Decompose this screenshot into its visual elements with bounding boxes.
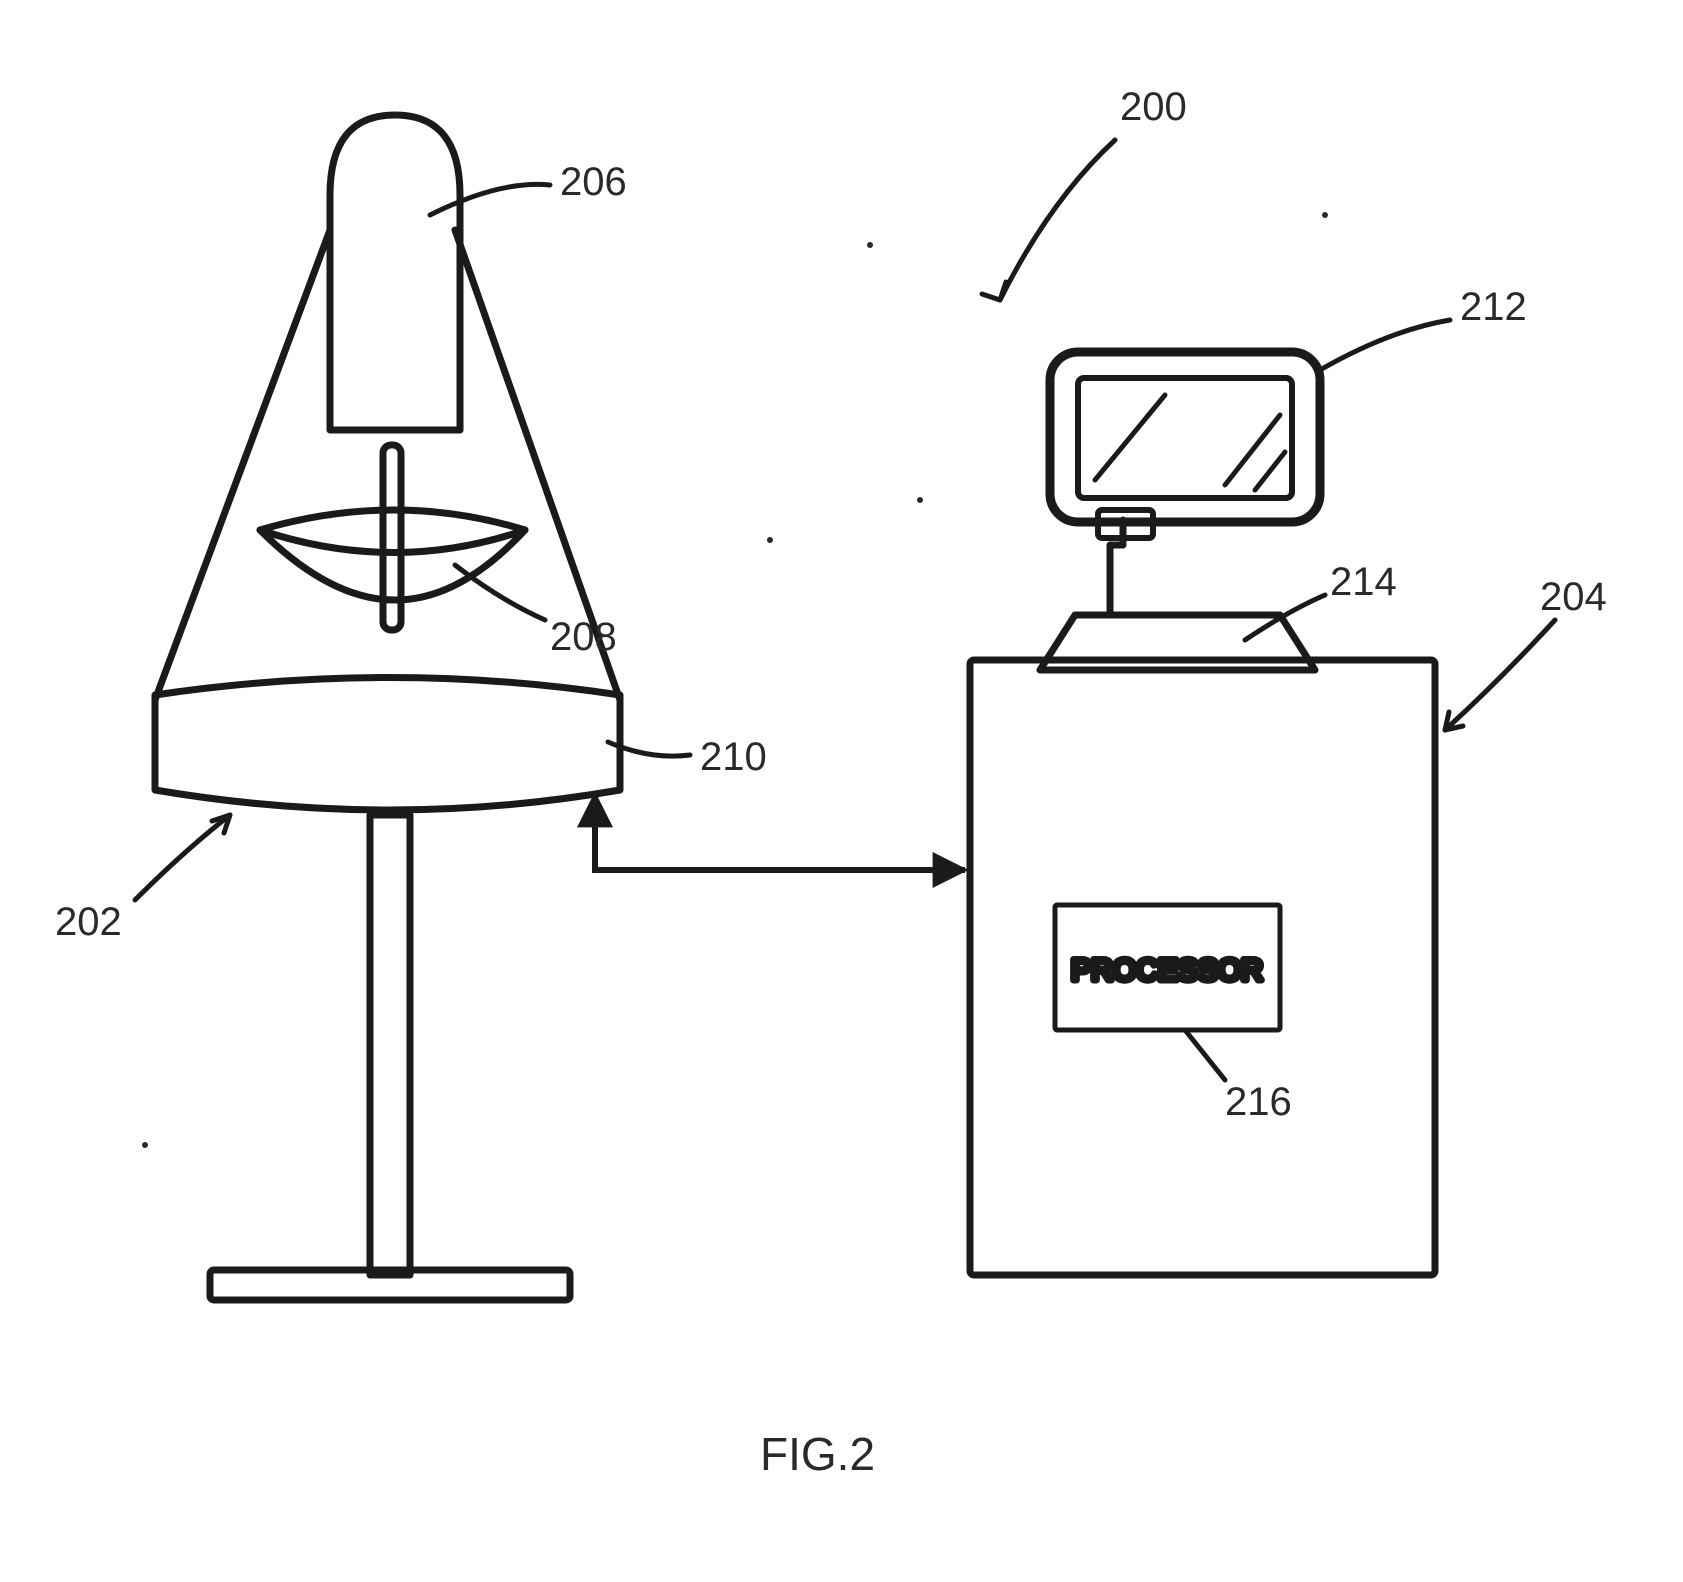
workstation-204: PROCESSOR [970,352,1435,1275]
figure-caption: FIG.2 [760,1428,875,1480]
processor-label: PROCESSOR [1071,954,1263,987]
ref-216: 216 [1225,1080,1292,1124]
ref-208: 208 [550,615,617,659]
ref-200: 200 [1120,85,1187,129]
ref-206: 206 [560,160,627,204]
ref-210: 210 [700,735,767,779]
ref-204: 204 [1540,575,1607,619]
ref-212: 212 [1460,285,1527,329]
ref-214: 214 [1330,560,1397,604]
apparatus-202 [155,115,620,1300]
leader-lines [135,140,1555,1080]
connection-arrow [595,795,965,870]
reference-numbers: 200 206 208 210 202 212 214 204 216 [55,85,1607,1124]
monitor-glare [1095,395,1285,490]
ref-202: 202 [55,900,122,944]
